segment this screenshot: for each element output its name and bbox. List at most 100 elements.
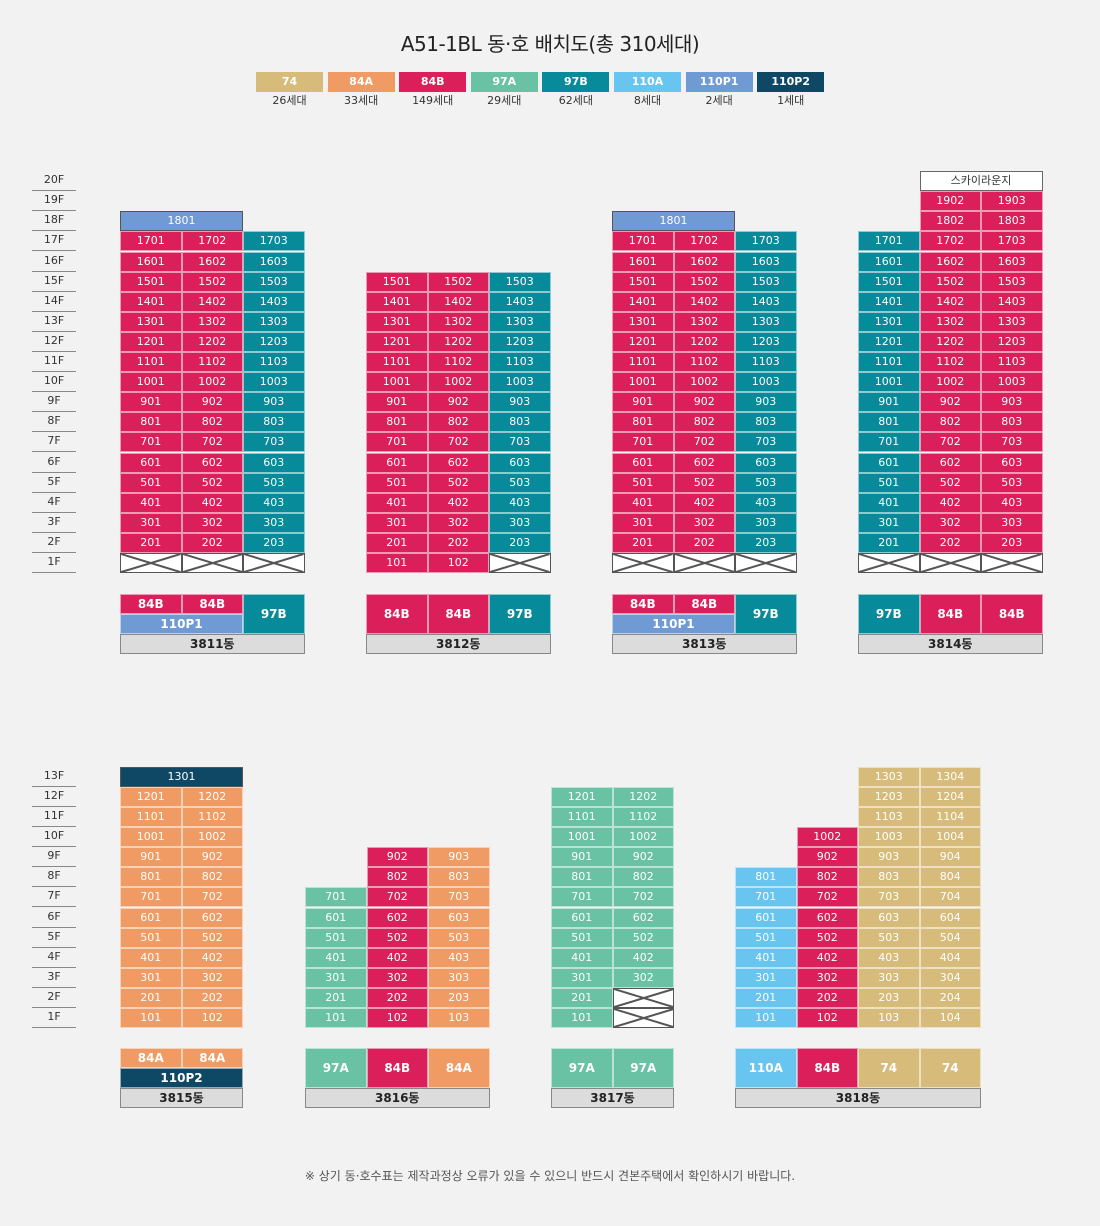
unit-cell[interactable]: 1201 [551,786,613,807]
unit-cell[interactable]: 302 [181,967,243,988]
unit-cell[interactable]: 1201 [612,331,674,352]
unit-cell[interactable]: 802 [181,412,243,433]
unit-cell[interactable]: 103 [428,1008,490,1029]
unit-cell[interactable]: 503 [858,927,920,948]
unit-cell[interactable]: 104 [919,1008,981,1029]
unit-cell[interactable]: 701 [858,432,920,453]
unit-cell[interactable]: 801 [612,412,674,433]
unit-cell[interactable]: 401 [120,492,182,513]
unit-cell[interactable]: 803 [735,412,797,433]
unit-cell[interactable]: 1101 [366,352,428,373]
unit-cell[interactable]: 601 [305,907,367,928]
unit-cell[interactable]: 602 [181,452,243,473]
unit-cell[interactable]: 1303 [489,311,551,332]
unit-cell[interactable]: 402 [612,947,674,968]
unit-cell[interactable]: 1401 [366,291,428,312]
unit-cell[interactable]: 1603 [981,251,1043,272]
unit-cell[interactable]: 1601 [120,251,182,272]
unit-cell[interactable]: 1701 [612,231,674,252]
unit-cell[interactable]: 803 [243,412,305,433]
unit-cell[interactable]: 702 [366,887,428,908]
unit-cell[interactable]: 1703 [735,231,797,252]
unit-cell[interactable]: 1204 [919,786,981,807]
unit-cell[interactable]: 1501 [120,271,182,292]
unit-cell[interactable]: 702 [919,432,981,453]
unit-cell[interactable]: 203 [858,987,920,1008]
unit-cell[interactable]: 901 [858,392,920,413]
unit-cell[interactable]: 203 [428,987,490,1008]
unit-cell[interactable]: 201 [120,987,182,1008]
unit-cell[interactable]: 101 [366,553,428,574]
unit-cell[interactable]: 1002 [612,827,674,848]
unit-cell[interactable]: 402 [673,492,735,513]
unit-cell[interactable]: 302 [181,512,243,533]
unit-cell[interactable]: 1302 [919,311,981,332]
unit-cell[interactable]: 401 [735,947,797,968]
unit-cell[interactable]: 701 [366,432,428,453]
unit-cell[interactable]: 502 [673,472,735,493]
unit-cell[interactable]: 302 [612,967,674,988]
unit-cell[interactable]: 102 [796,1008,858,1029]
unit-cell[interactable]: 501 [612,472,674,493]
unit-cell[interactable]: 1502 [673,271,735,292]
unit-cell[interactable]: 1802 [919,211,981,232]
unit-cell[interactable]: 904 [919,847,981,868]
unit-cell[interactable]: 1303 [243,311,305,332]
unit-cell[interactable]: 403 [243,492,305,513]
unit-cell[interactable]: 1503 [735,271,797,292]
unit-cell[interactable]: 501 [858,472,920,493]
unit-cell[interactable]: 1502 [181,271,243,292]
unit-cell[interactable]: 902 [919,392,981,413]
unit-cell[interactable]: 1002 [673,372,735,393]
unit-cell[interactable]: 702 [673,432,735,453]
unit-cell[interactable]: 701 [305,887,367,908]
unit-cell[interactable]: 1202 [673,331,735,352]
unit-cell[interactable]: 603 [489,452,551,473]
unit-cell[interactable]: 1301 [858,311,920,332]
unit-cell[interactable]: 804 [919,867,981,888]
unit-cell[interactable]: 201 [858,532,920,553]
unit-cell[interactable]: 1702 [919,231,981,252]
unit-cell[interactable]: 1103 [735,352,797,373]
unit-cell[interactable]: 902 [181,392,243,413]
unit-cell[interactable]: 101 [305,1008,367,1029]
unit-cell[interactable]: 802 [612,867,674,888]
unit-cell[interactable]: 1403 [243,291,305,312]
unit-cell[interactable]: 403 [735,492,797,513]
unit-cell[interactable]: 1203 [489,331,551,352]
unit-cell[interactable]: 1602 [181,251,243,272]
unit-cell[interactable]: 1503 [981,271,1043,292]
unit-cell[interactable]: 802 [366,867,428,888]
unit-cell[interactable]: 1302 [181,311,243,332]
unit-cell[interactable]: 1002 [796,827,858,848]
unit-cell[interactable]: 503 [981,472,1043,493]
unit-cell[interactable]: 203 [243,532,305,553]
unit-cell[interactable]: 402 [427,492,489,513]
unit-cell[interactable]: 1101 [551,807,613,828]
unit-cell[interactable]: 1203 [858,786,920,807]
unit-cell[interactable]: 701 [120,887,182,908]
unit-cell[interactable]: 803 [981,412,1043,433]
unit-cell[interactable]: 602 [181,907,243,928]
unit-cell[interactable]: 1203 [735,331,797,352]
unit-cell[interactable]: 901 [612,392,674,413]
unit-cell[interactable]: 1102 [919,352,981,373]
unit-cell[interactable]: 1501 [366,271,428,292]
unit-cell[interactable]: 202 [427,532,489,553]
unit-cell[interactable]: 403 [489,492,551,513]
unit-cell[interactable]: 502 [796,927,858,948]
unit-cell[interactable]: 903 [858,847,920,868]
unit-cell[interactable]: 702 [181,887,243,908]
unit-cell[interactable]: 301 [735,967,797,988]
unit-cell[interactable]: 602 [919,452,981,473]
unit-cell[interactable]: 401 [858,492,920,513]
unit-cell[interactable]: 1602 [673,251,735,272]
unit-cell[interactable]: 201 [612,532,674,553]
unit-cell[interactable]: 1602 [919,251,981,272]
unit-cell[interactable]: 1902 [919,191,981,212]
penthouse-unit[interactable]: 1801 [612,211,735,232]
unit-cell[interactable]: 704 [919,887,981,908]
unit-cell[interactable]: 1803 [981,211,1043,232]
unit-cell[interactable]: 1401 [120,291,182,312]
unit-cell[interactable]: 1101 [120,352,182,373]
